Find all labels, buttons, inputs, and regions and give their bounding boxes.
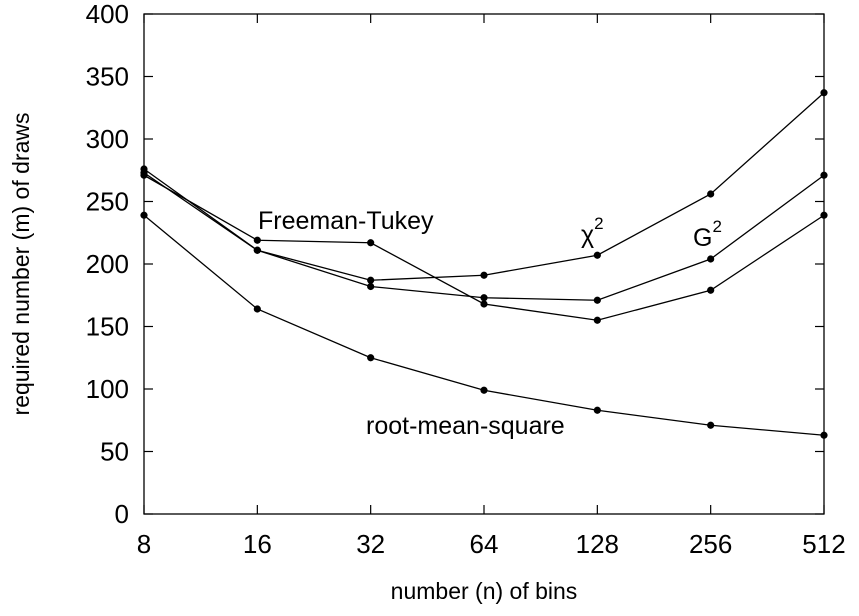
data-point-root-mean-square — [593, 406, 601, 414]
x-tick-label: 256 — [689, 529, 732, 559]
data-point-g2 — [253, 246, 261, 254]
data-point-2 — [367, 276, 375, 284]
x-tick-label: 16 — [243, 529, 272, 559]
series-line-g2 — [143, 172, 825, 301]
y-tick-label: 100 — [86, 374, 129, 404]
axis-ticks: 0 50 100 150 200 250 300 350 400 8 16 32 64 128 256 512 — [86, 0, 846, 559]
data-point-root-mean-square — [707, 421, 715, 429]
data-point-2 — [480, 271, 488, 279]
data-point-root-mean-square — [253, 305, 261, 313]
x-tick-label: 512 — [802, 529, 845, 559]
data-point-freeman-tukey — [253, 236, 261, 244]
series-line-root-mean-square — [143, 214, 825, 436]
y-tick-label: 200 — [86, 249, 129, 279]
data-point-g2 — [367, 282, 375, 291]
annotation-g2: G2 — [693, 217, 722, 252]
data-point-freeman-tukey — [707, 286, 715, 294]
x-axis-title: number (n) of bins — [391, 578, 578, 604]
y-tick-label: 50 — [100, 437, 129, 467]
data-point-g2 — [593, 296, 601, 304]
annotation-chi2-sup: 2 — [594, 214, 603, 233]
y-tick-label: 0 — [115, 499, 129, 529]
series-line-2 — [143, 92, 825, 281]
data-point-2 — [820, 89, 828, 97]
data-point-g2 — [820, 171, 828, 179]
data-point-2 — [707, 190, 715, 198]
data-point-freeman-tukey — [820, 211, 828, 219]
y-tick-label: 350 — [86, 62, 129, 92]
y-tick-label: 400 — [86, 0, 129, 29]
annotation-g2-sup: 2 — [712, 217, 721, 236]
annotation-chi2: χ2 — [581, 214, 604, 249]
x-tick-label: 8 — [137, 529, 151, 559]
y-axis-title: required number (m) of draws — [8, 113, 34, 416]
data-point-root-mean-square — [480, 386, 488, 394]
data-point-root-mean-square — [820, 431, 828, 439]
series-lines — [143, 92, 825, 436]
data-point-g2 — [480, 294, 488, 302]
x-tick-label: 32 — [356, 529, 385, 559]
series-points — [140, 89, 828, 439]
data-point-g2 — [707, 255, 715, 263]
annotation-chi2-base: χ — [581, 221, 594, 249]
data-point-freeman-tukey — [480, 300, 488, 308]
data-point-freeman-tukey — [593, 316, 601, 324]
x-tick-label: 128 — [576, 529, 619, 559]
data-point-freeman-tukey — [367, 239, 375, 247]
data-point-freeman-tukey — [140, 171, 148, 179]
y-tick-label: 150 — [86, 312, 129, 342]
y-tick-label: 300 — [86, 124, 129, 154]
x-tick-label: 64 — [470, 529, 499, 559]
annotation-g2-base: G — [693, 224, 712, 252]
data-point-2 — [593, 251, 601, 259]
annotation-rms: root-mean-square — [366, 412, 565, 440]
annotation-freeman-tukey: Freeman-Tukey — [258, 207, 434, 235]
data-point-root-mean-square — [367, 354, 375, 362]
data-point-root-mean-square — [140, 211, 148, 219]
y-tick-label: 250 — [86, 187, 129, 217]
